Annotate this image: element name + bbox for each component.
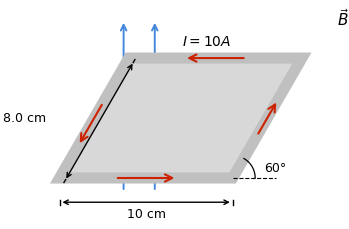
Text: 10 cm: 10 cm	[127, 208, 166, 221]
Text: $\vec{B}$: $\vec{B}$	[337, 8, 349, 29]
Text: 60°: 60°	[264, 162, 286, 175]
Text: $I = 10A$: $I = 10A$	[182, 35, 231, 49]
Polygon shape	[60, 58, 302, 178]
Text: 8.0 cm: 8.0 cm	[3, 112, 46, 125]
